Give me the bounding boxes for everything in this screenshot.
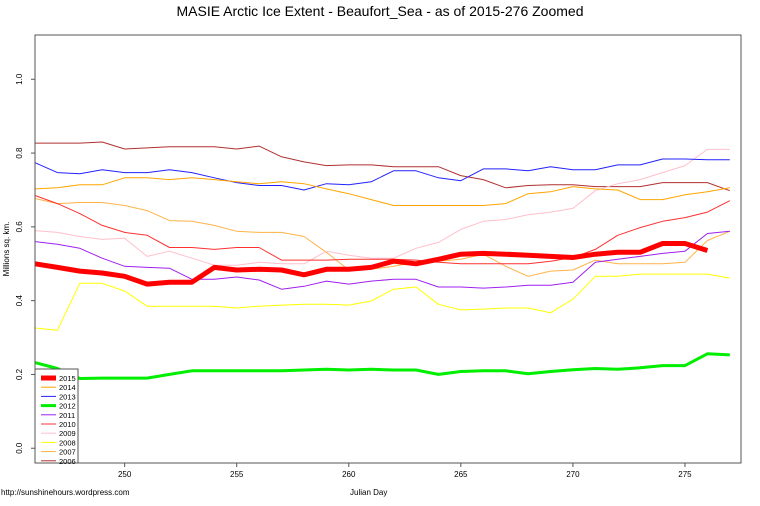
x-axis-label: Julian Day (350, 488, 388, 497)
legend-label-2015: 2015 (59, 374, 76, 383)
y-tick-label: 0.0 (15, 442, 24, 454)
x-tick-label: 250 (118, 470, 132, 479)
y-tick-label: 0.2 (15, 368, 24, 380)
series-line-2008 (34, 273, 730, 331)
series-line-2006 (35, 141, 730, 192)
y-tick-label: 0.8 (15, 147, 24, 159)
legend-label-2013: 2013 (59, 392, 76, 401)
x-tick-label: 275 (678, 470, 692, 479)
legend-label-2011: 2011 (59, 411, 75, 420)
x-tick-label: 270 (566, 470, 580, 479)
legend-label-2012: 2012 (59, 402, 76, 411)
series-line-2014 (34, 177, 730, 206)
x-tick-label: 255 (230, 470, 244, 479)
y-axis-label: Millions sq. km. (2, 222, 11, 277)
series-line-2009 (34, 148, 730, 266)
plot-frame (34, 34, 742, 464)
legend-label-2007: 2007 (59, 448, 76, 457)
legend-label-2006: 2006 (59, 457, 76, 466)
series-line-2013 (34, 158, 730, 191)
series-line-2011 (34, 230, 730, 290)
legend-box (34, 368, 79, 464)
chart-title: MASIE Arctic Ice Extent - Beaufort_Sea -… (176, 3, 584, 19)
y-tick-label: 1.0 (15, 73, 24, 85)
series-line-2007 (34, 198, 730, 277)
legend-label-2009: 2009 (59, 429, 76, 438)
legend-label-2014: 2014 (59, 383, 76, 392)
y-tick-label: 0.4 (15, 295, 24, 307)
x-tick-label: 260 (342, 470, 356, 479)
series-line-2015 (34, 241, 709, 287)
source-url: http://sunshinehours.wordpress.com (1, 488, 130, 497)
y-tick-label: 0.6 (15, 221, 24, 233)
series-line-2012 (34, 352, 730, 380)
legend-label-2008: 2008 (59, 438, 76, 447)
x-tick-label: 265 (454, 470, 468, 479)
series-line-2010 (34, 195, 731, 265)
legend-label-2010: 2010 (59, 420, 76, 429)
